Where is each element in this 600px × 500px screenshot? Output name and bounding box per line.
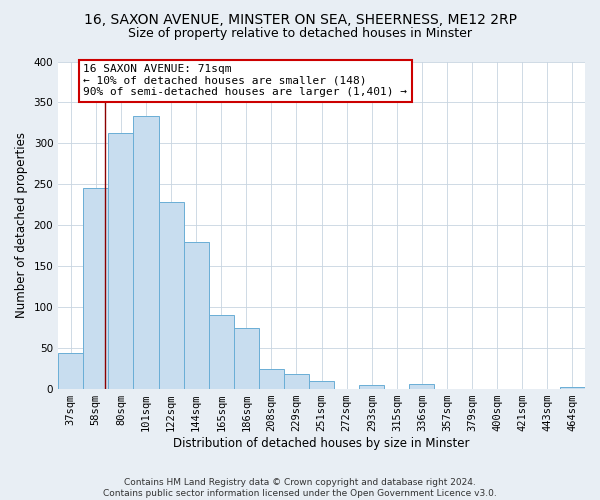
Bar — [309, 381, 334, 389]
Text: Contains HM Land Registry data © Crown copyright and database right 2024.
Contai: Contains HM Land Registry data © Crown c… — [103, 478, 497, 498]
Bar — [284, 374, 309, 389]
Bar — [58, 353, 83, 389]
Text: 16 SAXON AVENUE: 71sqm
← 10% of detached houses are smaller (148)
90% of semi-de: 16 SAXON AVENUE: 71sqm ← 10% of detached… — [83, 64, 407, 97]
Bar — [359, 385, 385, 389]
Bar — [158, 202, 184, 389]
Bar — [83, 188, 109, 389]
Bar — [209, 314, 234, 389]
Text: 16, SAXON AVENUE, MINSTER ON SEA, SHEERNESS, ME12 2RP: 16, SAXON AVENUE, MINSTER ON SEA, SHEERN… — [83, 12, 517, 26]
Bar — [109, 132, 133, 389]
Text: Size of property relative to detached houses in Minster: Size of property relative to detached ho… — [128, 28, 472, 40]
Y-axis label: Number of detached properties: Number of detached properties — [15, 132, 28, 318]
Bar — [133, 116, 158, 389]
X-axis label: Distribution of detached houses by size in Minster: Distribution of detached houses by size … — [173, 437, 470, 450]
Bar — [234, 328, 259, 389]
Bar — [259, 368, 284, 389]
Bar — [184, 242, 209, 389]
Bar — [409, 384, 434, 389]
Bar — [560, 388, 585, 389]
